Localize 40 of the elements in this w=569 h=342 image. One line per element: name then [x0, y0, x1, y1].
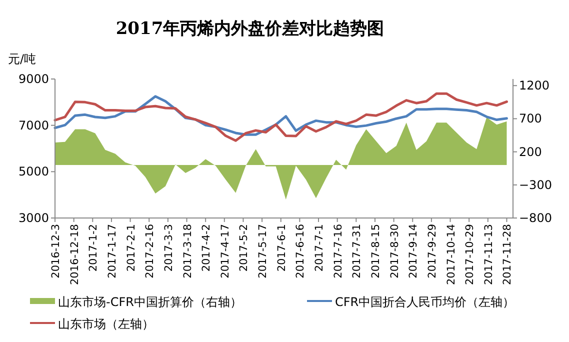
legend-label: CFR中国折合人民币均价（左轴）	[335, 295, 515, 309]
x-tick-label: 2017-7-31	[351, 224, 364, 278]
y2-tick-label: 1200	[519, 78, 550, 93]
y-axis-title: 元/吨	[8, 52, 36, 66]
y-tick-label: 7000	[18, 118, 49, 132]
x-tick-label: 2017-10-14	[445, 224, 458, 286]
legend-label: 山东市场-CFR中国折算价（右轴）	[58, 295, 242, 309]
x-tick-label: 2017-11-28	[502, 224, 514, 286]
x-tick-label: 2017-9-29	[426, 224, 438, 278]
x-tick-label: 2017-6-16	[294, 224, 307, 278]
y-tick-label: 5000	[18, 164, 49, 179]
y-tick-label: 9000	[18, 72, 49, 86]
y-tick-label: 3000	[18, 211, 49, 225]
x-tick-label: 2017-5-2	[238, 224, 250, 272]
y2-tick-label: −800	[519, 211, 552, 225]
x-tick-label: 2017-2-16	[144, 224, 156, 278]
x-tick-label: 2017-11-13	[482, 224, 495, 286]
x-tick-label: 2017-3-3	[162, 224, 175, 272]
x-tick-label: 2017-3-18	[182, 224, 194, 278]
x-tick-label: 2017-2-1	[125, 224, 138, 272]
x-tick-label: 2017-4-17	[219, 224, 232, 278]
x-tick-label: 2017-4-2	[200, 224, 213, 272]
y2-tick-label: 200	[519, 144, 542, 159]
chart-title: 2017年丙烯内外盘价差对比趋势图	[116, 19, 384, 39]
x-tick-label: 2017-7-1	[314, 224, 326, 272]
x-tick-label: 2017-7-16	[332, 224, 344, 278]
x-tick-label: 2017-1-2	[88, 224, 100, 272]
line-series	[54, 92, 508, 142]
x-tick-label: 2017-10-29	[464, 224, 476, 286]
x-tick-label: 2017-5-17	[257, 224, 270, 278]
x-tick-label: 2017-8-30	[388, 224, 401, 278]
y2-tick-label: 700	[519, 112, 542, 126]
x-tick-label: 2016-12-18	[68, 224, 81, 286]
x-tick-label: 2017-8-15	[370, 224, 382, 278]
x-tick-label: 2017-1-17	[106, 224, 118, 278]
legend-label: 山东市场（左轴）	[58, 317, 154, 331]
x-tick-label: 2017-6-1	[276, 224, 288, 272]
y2-tick-label: −300	[519, 178, 552, 192]
x-tick-label: 2017-9-14	[408, 224, 420, 278]
x-tick-label: 2016-12-3	[50, 224, 62, 278]
